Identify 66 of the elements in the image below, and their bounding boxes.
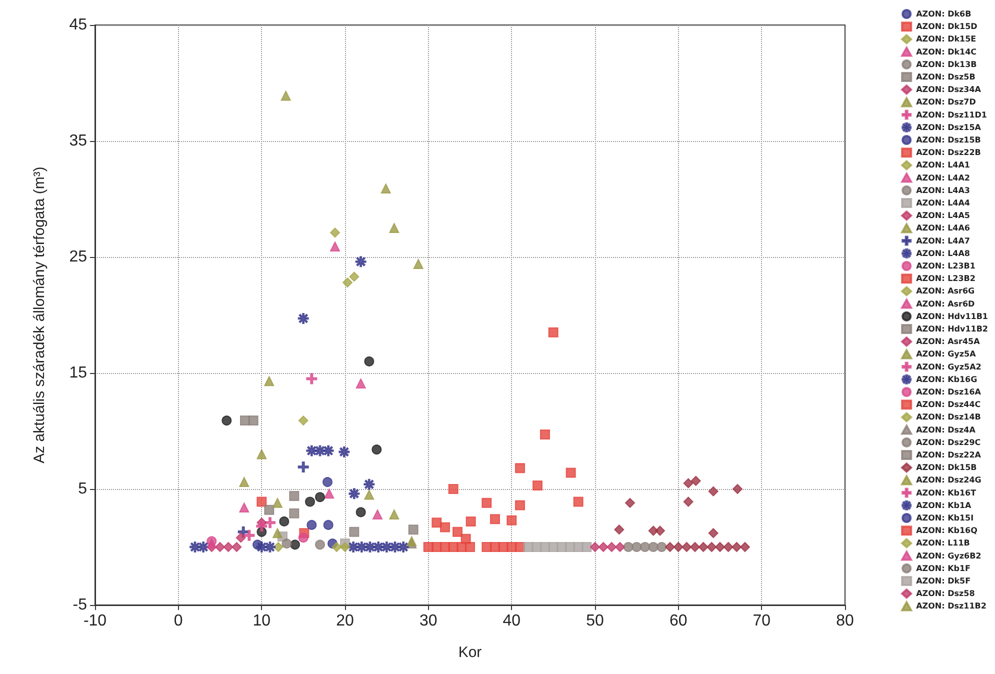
legend-label: AZON: Dsz16A — [916, 388, 982, 396]
legend-label: AZON: Kb16T — [916, 488, 977, 498]
legend-label: AZON: Asr45A — [916, 337, 981, 346]
legend-label: AZON: L4A4 — [916, 198, 970, 208]
legend-label: AZON: Dsz5B — [916, 72, 976, 82]
legend-label: AZON: Dk6B — [916, 10, 972, 18]
legend-label: AZON: L11B — [916, 538, 970, 548]
legend-label: AZON: L4A8 — [916, 248, 970, 258]
legend-label: AZON: Gyz6B2 — [916, 551, 982, 560]
x-tick-label: -10 — [83, 612, 107, 630]
x-axis-title: Kor — [458, 644, 482, 661]
legend-label: AZON: L4A1 — [916, 160, 970, 170]
x-tick-label: 60 — [669, 612, 688, 630]
legend-label: AZON: L4A7 — [916, 236, 970, 246]
legend-label: AZON: Dk5F — [916, 576, 971, 586]
legend-label: AZON: Kb16Q — [916, 526, 978, 536]
legend-label: AZON: Kb15I — [916, 514, 974, 522]
legend-label: AZON: L23B1 — [916, 262, 976, 270]
legend-label: AZON: L4A2 — [916, 173, 970, 182]
x-tick-label: 30 — [419, 612, 438, 630]
y-tick-label: 25 — [69, 248, 88, 266]
legend-label: AZON: Asr6G — [916, 286, 975, 296]
legend-label: AZON: Kb16G — [916, 374, 978, 384]
legend-label: AZON: Dk15E — [916, 34, 976, 44]
x-tick-label: 40 — [502, 612, 521, 630]
legend-label: AZON: Dsz58 — [916, 589, 976, 598]
legend-label: AZON: L4A6 — [916, 224, 970, 233]
x-tick-label: 70 — [752, 612, 771, 630]
x-tick-label: 80 — [836, 612, 854, 630]
legend-label: AZON: Dk13B — [916, 60, 977, 69]
legend-label: AZON: Gyz5A — [916, 350, 977, 359]
legend-label: AZON: L4A5 — [916, 211, 970, 220]
legend-label: AZON: Dsz11D1 — [916, 110, 988, 120]
legend-label: AZON: Dsz29C — [916, 438, 981, 447]
legend-label: AZON: L23B2 — [916, 274, 976, 284]
legend-label: AZON: Dsz7D — [916, 98, 976, 107]
legend-label: AZON: Hdv11B1 — [916, 312, 988, 321]
legend-label: AZON: Dk15D — [916, 22, 978, 32]
legend-label: AZON: Dsz4A — [916, 425, 976, 434]
legend-label: AZON: Kb1A — [916, 500, 972, 510]
y-tick-label: 35 — [69, 132, 88, 150]
legend-label: AZON: Dsz11B2 — [916, 602, 986, 611]
legend-label: AZON: Asr6D — [916, 299, 976, 308]
y-axis-title: Az aktuális száradék állomány térfogata (m³) — [31, 166, 48, 464]
y-tick-label: 5 — [78, 480, 88, 498]
y-tick-label: 45 — [69, 16, 88, 34]
x-tick-label: 20 — [336, 612, 354, 630]
legend-label: AZON: Dsz44C — [916, 400, 981, 410]
legend-label: AZON: Hdv11B2 — [916, 324, 988, 334]
legend-label: AZON: Dsz22B — [916, 148, 981, 158]
legend-label: AZON: Kb1F — [916, 564, 971, 573]
legend-label: AZON: Dk15B — [916, 463, 977, 472]
legend-label: AZON: Dsz15B — [916, 136, 981, 144]
x-tick-label: 50 — [586, 612, 604, 630]
legend-label: AZON: Dsz14B — [916, 412, 981, 422]
y-tick-label: -5 — [72, 596, 88, 614]
legend-label: AZON: Dsz15A — [916, 122, 982, 132]
legend-label: AZON: Dsz22A — [916, 450, 982, 460]
x-tick-label: 10 — [252, 612, 271, 630]
y-tick-label: 15 — [69, 364, 88, 382]
legend-label: AZON: Dsz34A — [916, 85, 982, 94]
legend-label: AZON: L4A3 — [916, 186, 970, 195]
x-tick-label: 0 — [174, 612, 183, 630]
legend-label: AZON: Dsz24G — [916, 476, 982, 485]
legend-label: AZON: Dk14C — [916, 47, 977, 56]
legend-label: AZON: Gyz5A2 — [916, 362, 982, 372]
